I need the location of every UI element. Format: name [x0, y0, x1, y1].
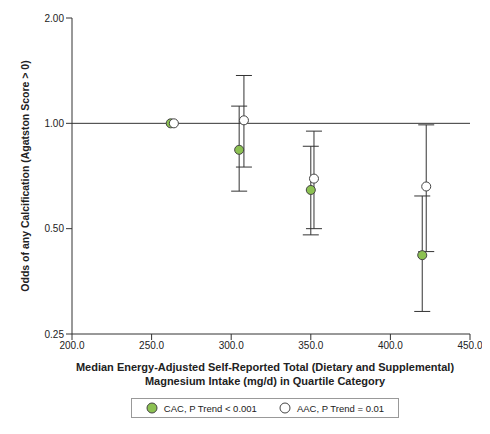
html-text:CAC, P Trend < 0.001: CAC, P Trend < 0.001	[163, 402, 257, 414]
html-text:AAC, P Trend = 0.01: AAC, P Trend = 0.01	[296, 402, 385, 414]
svg-text:450.0: 450.0	[457, 340, 482, 351]
html-text:Median Energy-Adjusted Self-Re: Median Energy-Adjusted Self-Reported Tot…	[75, 361, 455, 373]
html-text:Magnesium Intake (mg/d) in Qua: Magnesium Intake (mg/d) in Quartile Cate…	[144, 375, 386, 387]
svg-text:Odds of any Calcification (Aga: Odds of any Calcification (Agatston Scor…	[19, 60, 31, 291]
svg-text:0.25: 0.25	[45, 329, 65, 340]
svg-text:400.0: 400.0	[378, 340, 403, 351]
svg-text:250.0: 250.0	[139, 340, 164, 351]
svg-text:0.50: 0.50	[45, 223, 65, 234]
svg-text:200.0: 200.0	[59, 340, 84, 351]
svg-text:2.00: 2.00	[45, 13, 65, 24]
svg-text:350.0: 350.0	[298, 340, 323, 351]
svg-text:300.0: 300.0	[219, 340, 244, 351]
svg-text:1.00: 1.00	[45, 118, 65, 129]
